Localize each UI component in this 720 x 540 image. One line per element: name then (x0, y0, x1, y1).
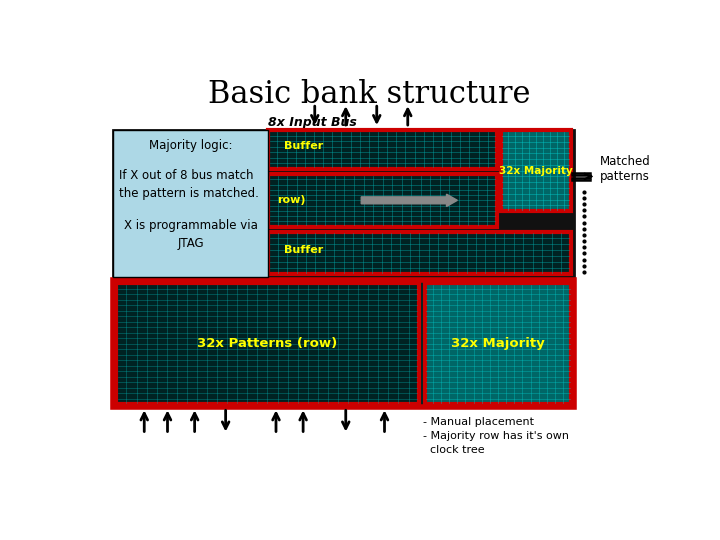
Text: 32x Majority: 32x Majority (451, 338, 545, 350)
Bar (113, 130, 269, 276)
Text: Majority logic:: Majority logic: (149, 139, 233, 152)
Bar (269, 130, 497, 168)
Bar (425, 284, 571, 404)
Bar (269, 174, 497, 226)
FancyArrow shape (361, 194, 457, 206)
Text: row): row) (277, 195, 306, 205)
Text: - Manual placement
- Majority row has it's own
  clock tree: - Manual placement - Majority row has it… (423, 417, 570, 455)
Bar (113, 130, 575, 408)
Text: Basic bank structure: Basic bank structure (208, 79, 530, 110)
Text: X is programmable via
JTAG: X is programmable via JTAG (124, 219, 258, 250)
Text: 32x Patterns (row): 32x Patterns (row) (197, 338, 338, 350)
Bar (117, 284, 418, 404)
Bar (269, 232, 570, 274)
Text: Buffer: Buffer (284, 141, 323, 151)
Bar (500, 130, 570, 211)
Text: If X out of 8 bus match
the pattern is matched.: If X out of 8 bus match the pattern is m… (120, 168, 259, 200)
Text: Matched
patterns: Matched patterns (600, 155, 651, 183)
Bar (113, 280, 575, 408)
Text: 8x Input Bus: 8x Input Bus (269, 116, 357, 129)
Text: 32x Majority: 32x Majority (499, 166, 572, 176)
Text: Buffer: Buffer (284, 245, 323, 255)
